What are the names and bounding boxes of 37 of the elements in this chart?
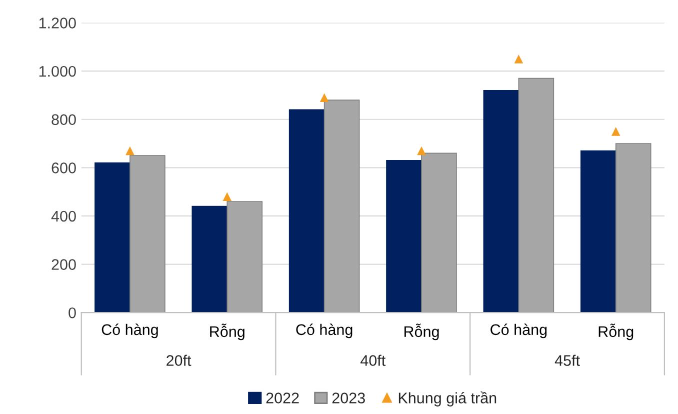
y-tick-label: 1.200 [39, 18, 76, 28]
bar [421, 152, 457, 313]
point [611, 127, 620, 136]
y-tick-label: 600 [52, 162, 76, 174]
bar [324, 100, 360, 313]
bar [386, 160, 422, 313]
x-tick-label: Rỗng [404, 324, 439, 340]
text: 45ft [554, 354, 580, 366]
bar [518, 78, 554, 313]
point [222, 192, 232, 202]
bar [483, 90, 520, 313]
x-tick-label: Có hàng [490, 324, 547, 338]
y-tick-label: 1.000 [39, 66, 76, 77]
point [417, 146, 426, 156]
point [320, 93, 329, 102]
text: 20ft [166, 354, 192, 366]
point [514, 54, 524, 64]
bar [615, 143, 652, 313]
x-tick-label: Có hàng [102, 324, 158, 338]
legend-label: Khung giá trần [398, 392, 496, 406]
x-tick-label: Rỗng [598, 324, 634, 340]
legend-label: 2023 [332, 392, 365, 404]
legend-label: 2022 [266, 392, 299, 404]
bar [130, 155, 166, 313]
text: 40ft [360, 354, 386, 366]
point [126, 146, 134, 156]
x-tick-label: Có hàng [296, 324, 352, 338]
bar [226, 201, 263, 313]
y-tick-label: 800 [52, 114, 76, 126]
bar [288, 109, 325, 313]
x-tick-label: Rỗng [210, 324, 244, 340]
bar [580, 150, 616, 313]
y-tick-label: 400 [51, 210, 76, 222]
bar [192, 206, 228, 313]
bar [94, 162, 130, 313]
y-tick-label: 0 [68, 307, 76, 318]
y-tick-label: 200 [52, 259, 76, 270]
